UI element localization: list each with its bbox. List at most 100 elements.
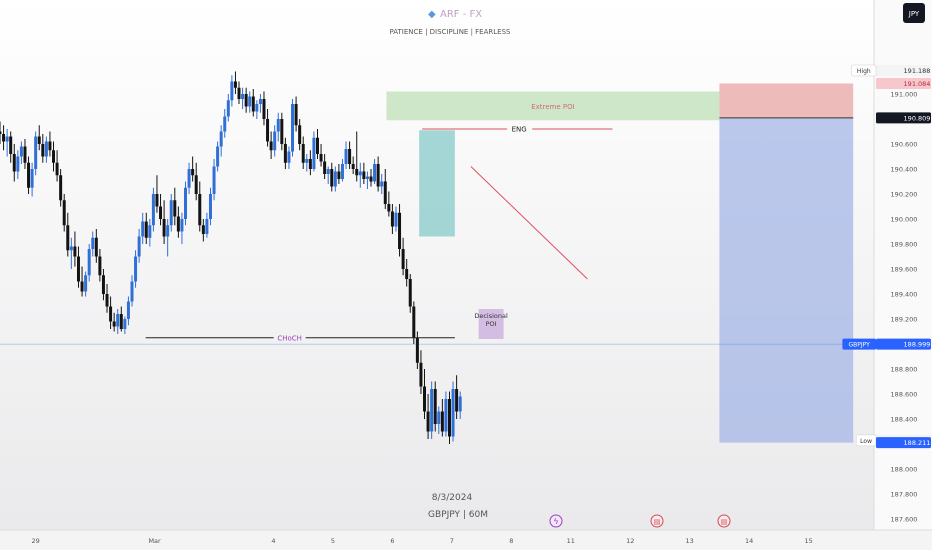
candle-body: [226, 100, 230, 117]
candle: [94, 229, 98, 263]
candle-body: [430, 389, 434, 432]
take-profit-zone[interactable]: [719, 117, 854, 443]
candle: [426, 394, 430, 439]
candle-body: [94, 237, 98, 257]
candle-body: [415, 337, 419, 363]
decisional-poi-zone[interactable]: [478, 309, 504, 339]
candle: [458, 391, 462, 419]
trend-line[interactable]: [470, 166, 588, 280]
candle: [69, 237, 73, 269]
event-marker-lightning[interactable]: ϟ: [549, 514, 563, 528]
candle-body: [390, 211, 394, 227]
extreme-poi-label: Extreme POI: [531, 103, 575, 111]
time-axis-background: [0, 530, 932, 550]
candle-body: [323, 161, 327, 174]
candle: [348, 141, 352, 169]
candle: [130, 275, 134, 307]
price-badge: 190.809: [876, 112, 931, 124]
time-tick-label: 5: [331, 537, 335, 545]
candle: [84, 271, 88, 297]
candle: [319, 144, 323, 167]
candle: [173, 187, 177, 226]
candle: [376, 156, 380, 192]
candle-body: [394, 212, 398, 227]
candle-body: [69, 246, 73, 251]
candle: [205, 212, 209, 238]
candle: [198, 181, 202, 232]
candle-body: [444, 399, 448, 432]
time-tick-label: 12: [626, 537, 634, 545]
price-badge-value: 188.999: [904, 341, 931, 349]
candle-body: [223, 116, 227, 132]
price-tick-label: 187.800: [891, 491, 918, 499]
price-badges: 191.188High191.084190.809188.999GBPJPY18…: [842, 64, 931, 449]
candle: [447, 391, 451, 444]
candle: [237, 81, 241, 104]
candle: [180, 212, 184, 244]
candle-body: [137, 236, 141, 257]
candle: [166, 219, 170, 257]
candle-body: [455, 389, 459, 412]
candle-body: [148, 225, 152, 238]
candle-body: [437, 411, 441, 424]
extreme-poi-zone[interactable]: [386, 91, 720, 121]
lightning-icon: ϟ: [553, 517, 558, 526]
candle-body: [23, 146, 27, 163]
candle: [362, 162, 366, 184]
candle: [390, 204, 394, 234]
candle: [27, 156, 31, 194]
candle-body: [126, 301, 130, 319]
candle: [34, 131, 38, 176]
candle-body: [373, 164, 377, 182]
candle-body: [76, 256, 80, 282]
currency-button[interactable]: JPY: [903, 3, 925, 23]
candle-body: [255, 104, 259, 112]
candle: [219, 125, 223, 157]
candle-body: [294, 104, 298, 126]
candle: [123, 316, 127, 334]
candle-body: [62, 200, 66, 226]
candle-body: [355, 169, 359, 176]
candle-body: [337, 171, 341, 179]
candle: [276, 112, 280, 142]
candle-body: [451, 389, 455, 437]
candle-body: [16, 156, 20, 172]
candle: [294, 96, 298, 132]
candle: [419, 350, 423, 394]
candle: [62, 194, 66, 232]
price-axis[interactable]: 187.400187.600187.800188.000188.200188.4…: [842, 0, 932, 549]
candle: [66, 212, 70, 257]
candle: [116, 309, 120, 334]
candle-body: [405, 269, 409, 279]
candle: [59, 169, 63, 207]
candle: [0, 121, 2, 144]
candle: [398, 204, 402, 257]
price-tick-label: 189.400: [891, 291, 918, 299]
candle-body: [184, 187, 188, 219]
candle-body: [344, 149, 348, 164]
event-marker-flag-2[interactable]: ▤: [717, 514, 731, 528]
candle-body: [9, 136, 13, 154]
candle-body: [201, 225, 205, 234]
eng-label: ENG: [512, 126, 527, 134]
candle-body: [233, 81, 237, 88]
stop-loss-zone[interactable]: [719, 83, 854, 118]
candle: [41, 134, 45, 163]
candle-body: [369, 176, 373, 182]
candle-body: [387, 204, 391, 212]
eng-zone[interactable]: [419, 130, 455, 237]
candle: [312, 131, 316, 172]
candle-body: [312, 137, 316, 169]
candle-body: [333, 171, 337, 187]
time-axis[interactable]: 29 Mar 4 5 6 7 8 11 12 13 14 15: [0, 529, 932, 550]
candle-body: [55, 162, 59, 176]
candle: [269, 131, 273, 159]
candle: [333, 166, 337, 192]
candle: [323, 154, 327, 179]
event-marker-flag-1[interactable]: ▤: [650, 514, 664, 528]
time-tick-label: 7: [450, 537, 454, 545]
candle: [301, 136, 305, 169]
price-badge-bg: [876, 338, 931, 350]
